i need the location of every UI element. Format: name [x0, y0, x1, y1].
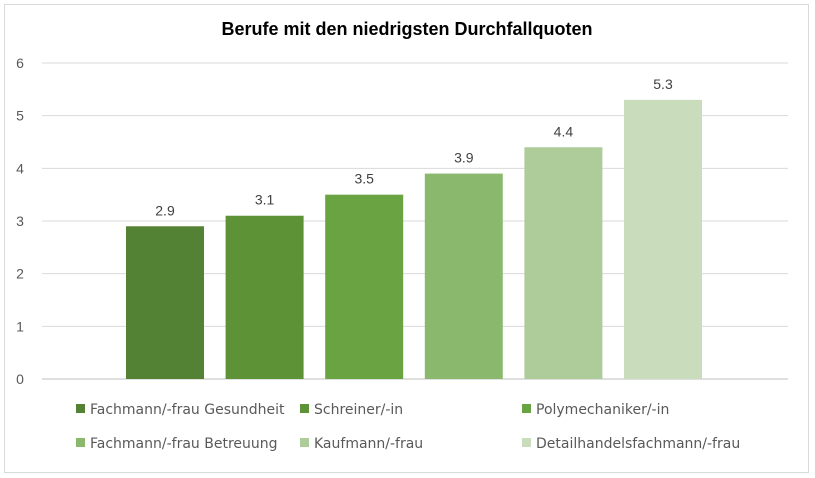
bar-3	[325, 194, 404, 379]
data-label: 3.9	[454, 150, 474, 166]
legend-label: Schreiner/-in	[314, 402, 403, 418]
data-label: 3.1	[255, 192, 275, 208]
legend-swatch	[300, 404, 309, 413]
legend-swatch	[522, 438, 531, 447]
legend-label: Fachmann/-frau Betreuung	[90, 436, 278, 452]
y-tick-label: 3	[16, 213, 24, 229]
y-axis: 0 1 2 3 4 5 6	[16, 55, 24, 387]
legend-swatch	[300, 438, 309, 447]
y-tick-label: 1	[16, 318, 24, 334]
legend: Fachmann/-frau Gesundheit Schreiner/-in Po…	[76, 402, 740, 452]
legend-item: Polymechaniker/-in	[522, 402, 669, 418]
legend-label: Detailhandelsfachmann/-frau	[536, 436, 740, 452]
bar-1	[126, 226, 204, 379]
data-label: 2.9	[155, 202, 175, 218]
legend-item: Fachmann/-frau Betreuung	[76, 436, 278, 452]
data-label: 3.5	[354, 171, 374, 187]
legend-label: Kaufmann/-frau	[314, 436, 423, 452]
y-tick-label: 5	[16, 108, 24, 124]
legend-swatch	[522, 404, 531, 413]
legend-item: Detailhandelsfachmann/-frau	[522, 436, 740, 452]
legend-label: Polymechaniker/-in	[536, 402, 669, 418]
data-labels: 2.9 3.1 3.5 3.9 4.4 5.3	[155, 76, 673, 218]
chart-title: Berufe mit den niedrigsten Durchfallquot…	[221, 19, 592, 39]
bar-4	[424, 173, 503, 379]
bars	[126, 99, 702, 379]
legend-swatch	[76, 404, 85, 413]
legend-item: Fachmann/-frau Gesundheit	[76, 402, 285, 418]
y-tick-label: 6	[16, 55, 24, 71]
bar-5	[524, 147, 603, 379]
legend-label: Fachmann/-frau Gesundheit	[90, 402, 285, 418]
data-label: 5.3	[653, 76, 673, 92]
y-tick-label: 0	[16, 371, 24, 387]
bar-2	[225, 215, 304, 379]
y-tick-label: 2	[16, 266, 24, 282]
data-label: 4.4	[554, 123, 574, 139]
legend-item: Schreiner/-in	[300, 402, 403, 418]
legend-swatch	[76, 438, 85, 447]
legend-item: Kaufmann/-frau	[300, 436, 423, 452]
y-tick-label: 4	[16, 160, 24, 176]
bar-6	[624, 99, 702, 379]
